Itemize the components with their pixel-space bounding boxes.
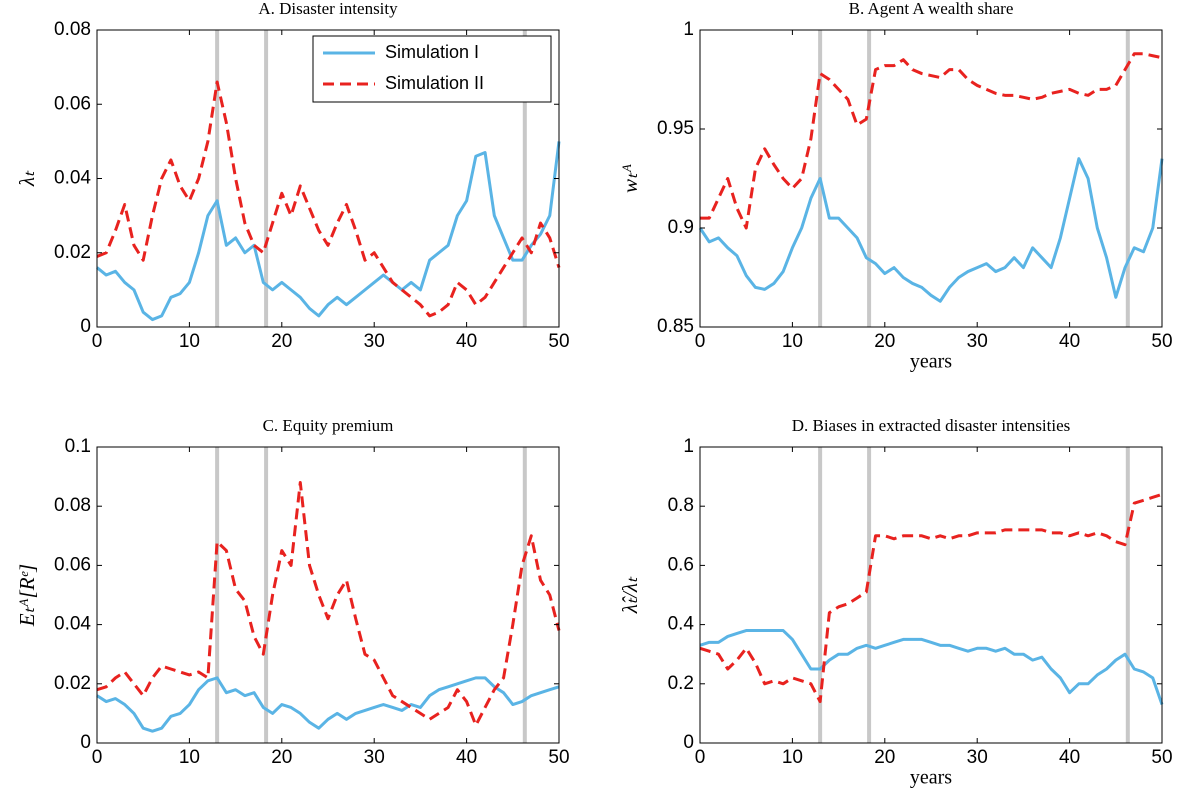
y-axis-label: λₜ	[15, 170, 39, 187]
x-tick-label: 20	[874, 331, 895, 352]
chart-title: D. Biases in extracted disaster intensit…	[792, 416, 1071, 435]
x-tick-label: 30	[364, 331, 385, 352]
legend-box	[312, 35, 552, 103]
x-tick-label: 50	[548, 331, 569, 352]
y-tick-label: 0.04	[54, 168, 91, 189]
x-tick-label: 20	[874, 747, 895, 768]
legend-label: Simulation I	[385, 42, 479, 62]
x-tick-label: 0	[695, 331, 706, 352]
x-tick-label: 20	[271, 747, 292, 768]
y-tick-label: 0.06	[54, 93, 91, 114]
y-tick-label: 0.08	[54, 495, 91, 516]
axes-box	[96, 446, 560, 744]
x-tick-label: 10	[782, 747, 803, 768]
y-tick-label: 0.4	[668, 614, 695, 635]
plot-area	[97, 447, 559, 743]
y-tick-label: 0	[80, 316, 91, 337]
x-tick-label: 10	[179, 747, 200, 768]
x-tick-label: 40	[456, 331, 477, 352]
x-tick-label: 0	[92, 331, 103, 352]
series-line	[699, 492, 1163, 704]
x-axis-label: years	[910, 351, 952, 373]
y-tick-label: 0	[683, 732, 694, 753]
x-tick-label: 10	[782, 331, 803, 352]
y-tick-label: 0.9	[668, 217, 694, 238]
x-tick-label: 40	[1059, 331, 1080, 352]
series-line	[700, 52, 1163, 230]
x-tick-label: 50	[548, 747, 569, 768]
x-tick-label: 30	[967, 331, 988, 352]
series-line	[96, 676, 560, 733]
series-line	[96, 481, 561, 727]
axes-box	[699, 29, 1163, 328]
y-tick-label: 0.6	[668, 554, 694, 575]
chart-title: B. Agent A wealth share	[849, 0, 1014, 18]
x-tick-label: 40	[456, 747, 477, 768]
y-tick-label: 0.02	[54, 673, 91, 694]
series-line	[698, 157, 1164, 303]
y-tick-label: 0.1	[65, 436, 91, 457]
y-axis-label: Eₜᴬ[Rᵉ]	[15, 564, 39, 627]
x-tick-label: 20	[271, 331, 292, 352]
x-tick-label: 0	[92, 747, 103, 768]
x-tick-label: 40	[1059, 747, 1080, 768]
x-tick-label: 30	[967, 747, 988, 768]
series-line	[699, 629, 1164, 706]
x-tick-label: 50	[1151, 331, 1172, 352]
x-tick-label: 30	[364, 747, 385, 768]
y-tick-label: 0	[80, 732, 91, 753]
x-tick-label: 50	[1151, 747, 1172, 768]
chart-title: C. Equity premium	[263, 416, 394, 435]
y-axis-label: wₜᴬ	[618, 164, 642, 193]
series-line	[96, 141, 561, 322]
x-tick-label: 0	[695, 747, 706, 768]
y-tick-label: 0.95	[657, 118, 694, 139]
y-tick-label: 0.04	[54, 614, 91, 635]
plot-area	[700, 447, 1162, 743]
y-tick-label: 0.06	[54, 554, 91, 575]
y-tick-label: 0.08	[54, 19, 91, 40]
x-tick-label: 10	[179, 331, 200, 352]
chart-title: A. Disaster intensity	[258, 0, 398, 18]
y-tick-label: 1	[683, 19, 694, 40]
legend-label: Simulation II	[385, 73, 484, 93]
y-tick-label: 0.02	[54, 242, 91, 263]
y-tick-label: 1	[683, 436, 694, 457]
y-axis-label: λ̂ₜ/λₜ	[618, 576, 642, 614]
series-line	[96, 80, 561, 318]
y-tick-label: 0.8	[668, 495, 694, 516]
y-tick-label: 0.85	[657, 316, 694, 337]
x-axis-label: years	[910, 767, 952, 789]
y-tick-label: 0.2	[668, 673, 694, 694]
axes-box	[699, 446, 1163, 744]
